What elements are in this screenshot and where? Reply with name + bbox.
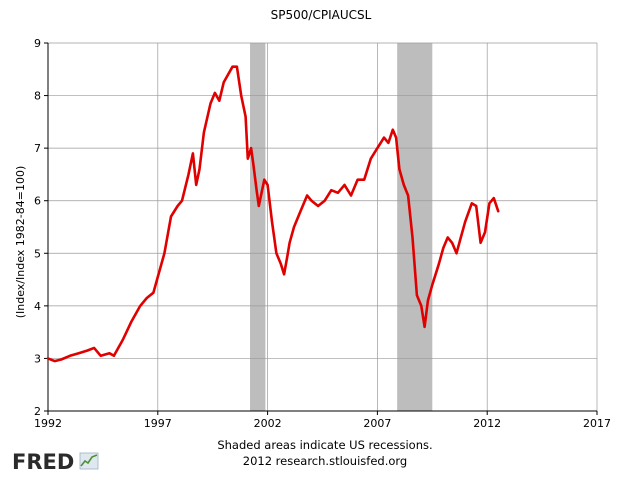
series-line-1 [46,65,500,363]
recession-band-2 [397,43,433,411]
y-tick-label: 8 [34,90,41,103]
y-tick-label: 6 [34,195,41,208]
axes [44,42,598,415]
x-tick-label: 2002 [254,417,282,430]
fred-logo: FRED [12,450,99,474]
y-tick-label: 3 [34,352,41,365]
recession-band-1 [250,43,266,411]
chart-title: SP500/CPIAUCSL [271,8,372,22]
x-tick-label: 2012 [473,417,501,430]
y-tick-label: 2 [34,405,41,418]
y-tick-label: 5 [34,247,41,260]
x-tick-label: 1997 [144,417,172,430]
series-lines [46,65,500,363]
tick-labels: 1992 1997 2002 2007 2012 2017 2 3 4 5 6 7 8 9 [34,37,611,430]
source-note: 2012 research.stlouisfed.org [243,454,407,468]
gridlines [47,42,598,412]
y-tick-label: 4 [34,300,41,313]
x-tick-label: 1992 [34,417,62,430]
y-axis-label: (Index/Index 1982-84=100) [14,166,27,319]
y-tick-label: 9 [34,37,41,50]
recession-note: Shaded areas indicate US recessions. [217,438,432,452]
x-tick-label: 2007 [363,417,391,430]
x-tick-label: 2017 [583,417,611,430]
recession-shading [250,43,433,411]
fred-logo-text: FRED [12,450,74,474]
y-tick-label: 7 [34,142,41,155]
fred-chart-icon [79,452,99,470]
